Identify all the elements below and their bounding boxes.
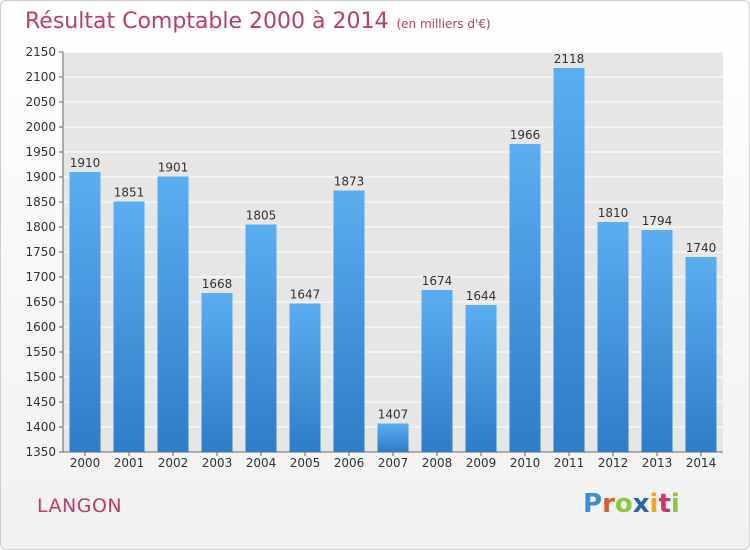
bar-2007 (377, 423, 409, 452)
y-tick-label: 1900 (25, 170, 56, 184)
x-tick-label: 2010 (510, 456, 541, 470)
x-tick-label: 2012 (598, 456, 629, 470)
data-label-2012: 1810 (598, 206, 629, 220)
logo-letter: i (649, 489, 659, 519)
data-label-2000: 1910 (70, 156, 101, 170)
bar-2011 (553, 68, 585, 452)
y-tick-label: 1450 (25, 395, 56, 409)
data-label-2002: 1901 (158, 161, 189, 175)
y-tick-label: 1500 (25, 370, 56, 384)
bar-2000 (69, 172, 101, 452)
x-tick-label: 2002 (158, 456, 189, 470)
data-label-2001: 1851 (114, 186, 145, 200)
y-tick-label: 1400 (25, 420, 56, 434)
data-label-2013: 1794 (642, 214, 673, 228)
y-tick-label: 2100 (25, 70, 56, 84)
x-tick-label: 2003 (202, 456, 233, 470)
y-tick-label: 1750 (25, 245, 56, 259)
x-tick-label: 2006 (334, 456, 365, 470)
bar-2003 (201, 293, 233, 452)
x-tick-label: 2000 (70, 456, 101, 470)
chart-title-text: Résultat Comptable 2000 à 2014 (25, 9, 389, 34)
x-tick-label: 2009 (466, 456, 497, 470)
bar-2001 (113, 201, 145, 452)
x-tick-label: 2005 (290, 456, 321, 470)
bar-2014 (685, 257, 717, 452)
data-label-2010: 1966 (510, 128, 541, 142)
bar-2008 (421, 290, 453, 452)
bar-2010 (509, 144, 541, 452)
y-tick-label: 1600 (25, 320, 56, 334)
proxiti-logo: Proxiti (583, 489, 680, 519)
y-tick-label: 1650 (25, 295, 56, 309)
logo-letter: i (670, 489, 680, 519)
x-tick-label: 2001 (114, 456, 145, 470)
logo-letter: o (614, 489, 633, 519)
bar-2005 (289, 303, 321, 452)
y-tick-label: 2050 (25, 95, 56, 109)
logo-letter: x (632, 489, 650, 519)
bar-2004 (245, 224, 277, 452)
data-label-2009: 1644 (466, 289, 497, 303)
logo-letter: r (602, 489, 615, 519)
chart-subtitle: (en milliers d'€) (396, 17, 491, 31)
chart-title: Résultat Comptable 2000 à 2014 (en millie… (25, 9, 491, 34)
data-label-2006: 1873 (334, 175, 365, 189)
data-label-2008: 1674 (422, 274, 453, 288)
commune-name: LANGON (37, 495, 123, 517)
y-tick-label: 1850 (25, 195, 56, 209)
bar-2013 (641, 230, 673, 452)
data-label-2003: 1668 (202, 277, 233, 291)
data-label-2005: 1647 (290, 288, 321, 302)
data-label-2011: 2118 (554, 52, 585, 66)
bar-2012 (597, 222, 629, 452)
y-tick-label: 2000 (25, 120, 56, 134)
x-tick-label: 2007 (378, 456, 409, 470)
y-tick-label: 1950 (25, 145, 56, 159)
y-tick-label: 1350 (25, 445, 56, 459)
y-tick-label: 1700 (25, 270, 56, 284)
x-tick-label: 2011 (554, 456, 585, 470)
x-tick-label: 2014 (686, 456, 717, 470)
data-label-2004: 1805 (246, 209, 277, 223)
x-tick-label: 2008 (422, 456, 453, 470)
y-tick-label: 2150 (25, 45, 56, 59)
bar-2002 (157, 176, 189, 452)
logo-letter: t (658, 489, 671, 519)
data-label-2007: 1407 (378, 408, 409, 422)
y-tick-label: 1800 (25, 220, 56, 234)
x-tick-label: 2004 (246, 456, 277, 470)
y-tick-label: 1550 (25, 345, 56, 359)
data-label-2014: 1740 (686, 241, 717, 255)
bar-2009 (465, 305, 497, 452)
bar-2006 (333, 190, 365, 452)
logo-letter: P (583, 489, 603, 519)
x-tick-label: 2013 (642, 456, 673, 470)
